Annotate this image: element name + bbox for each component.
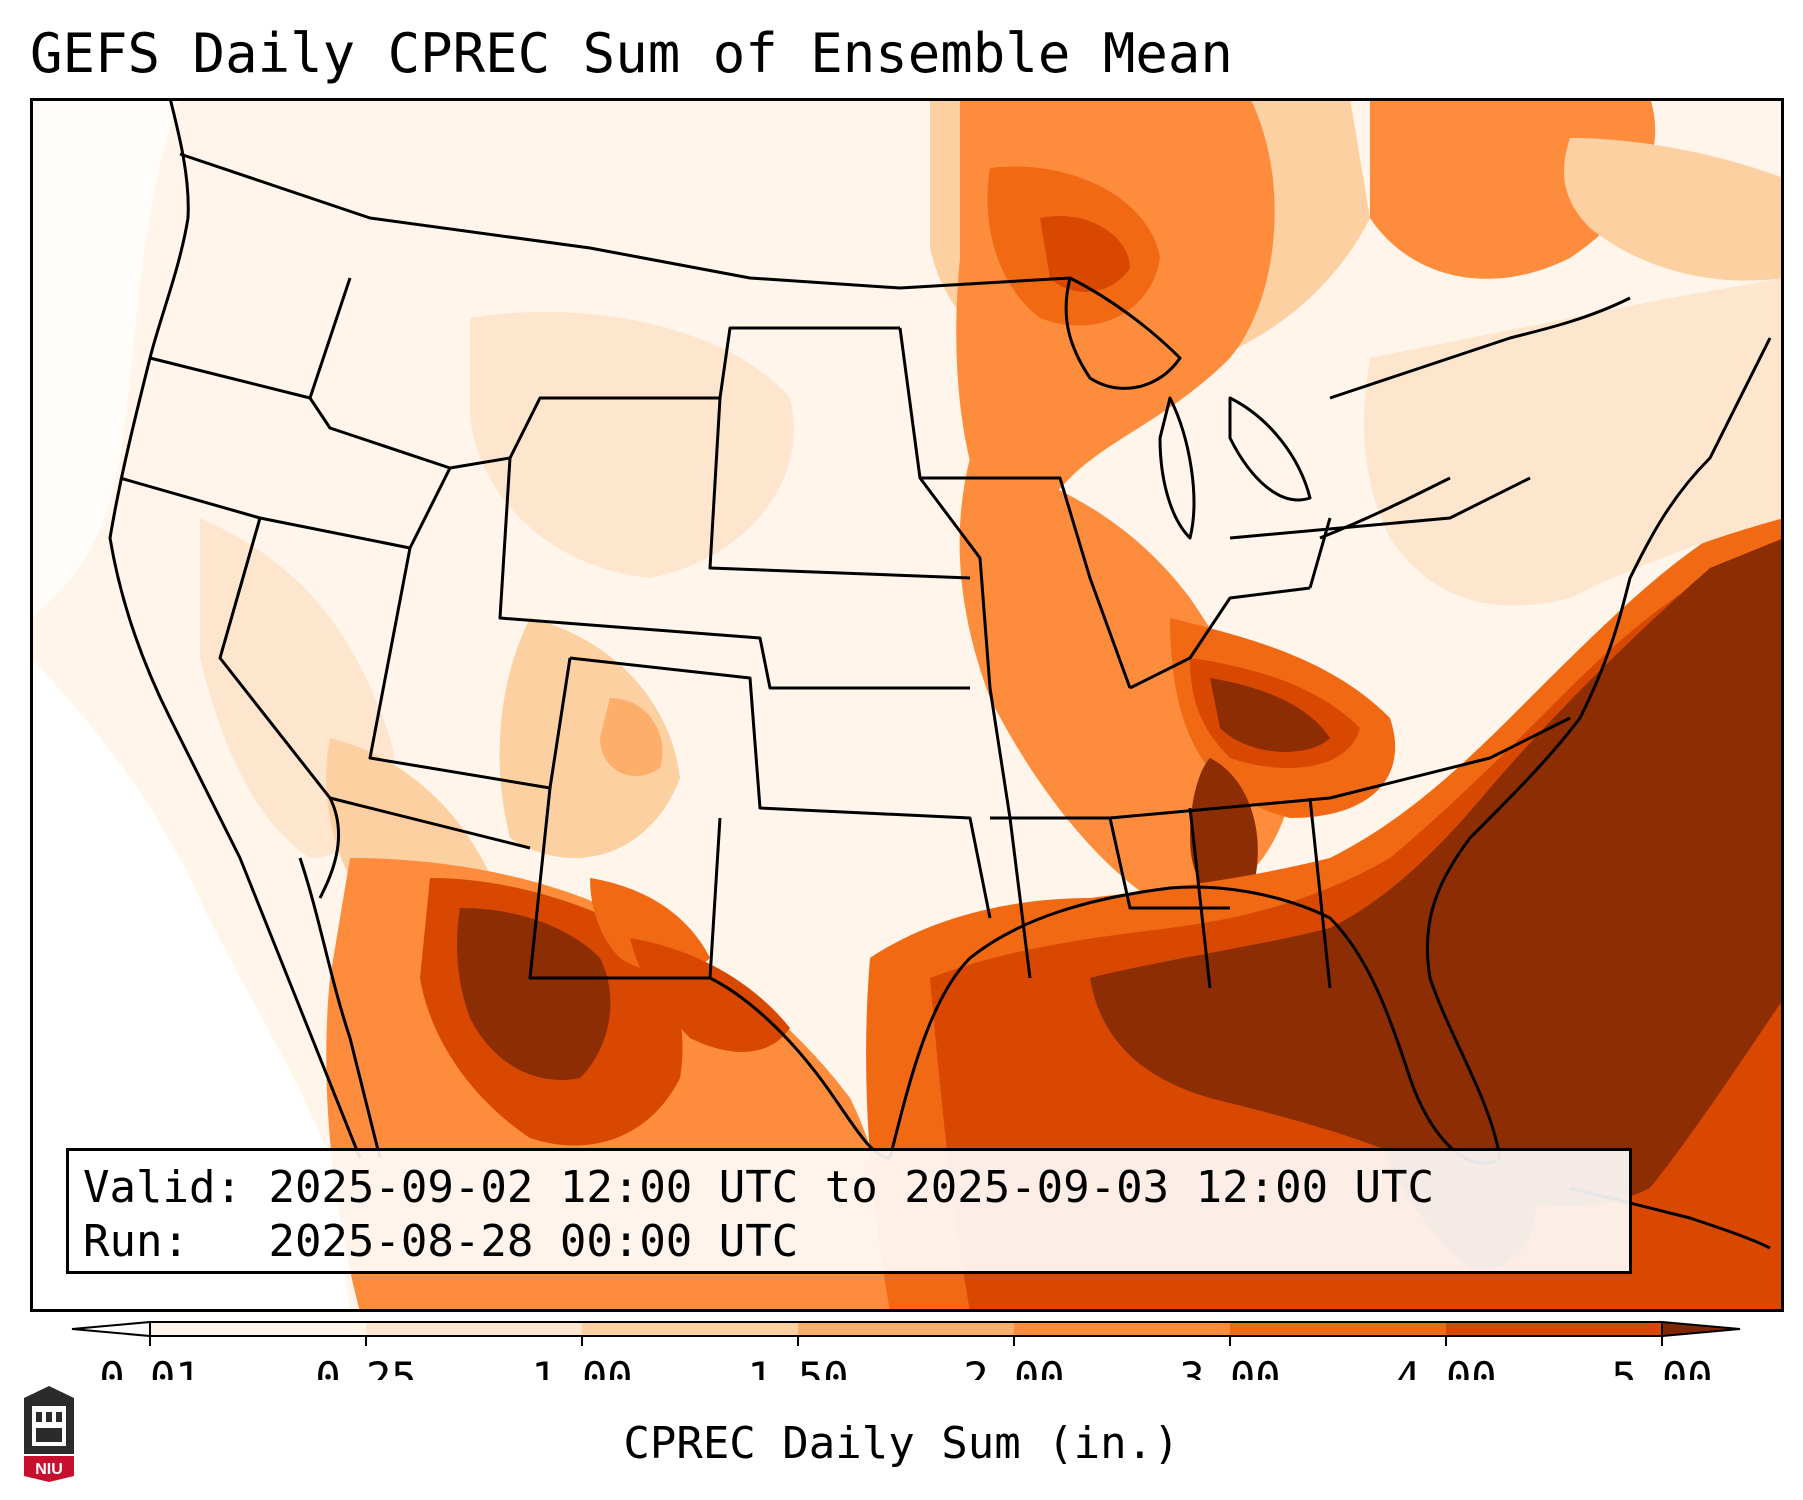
- precip-core-sierra-madre: [457, 908, 611, 1080]
- precip-low-northwest: [30, 98, 180, 618]
- pennsylvania-border: [1229, 476, 1531, 540]
- great-lakes-border: [1329, 296, 1631, 400]
- gulf-atlantic-coastline: [888, 337, 1772, 1165]
- colorbar-segment: [366, 1322, 583, 1336]
- valid-value: 2025-09-02 12:00 UTC to 2025-09-03 12:00…: [268, 1162, 1435, 1213]
- ohio-pennsylvania-border: [1308, 517, 1332, 589]
- precip-core-southeast: [1090, 538, 1784, 1207]
- montana-wyoming-border: [449, 326, 900, 470]
- precip-area-quebec: [1564, 138, 1784, 281]
- map-canvas: [30, 98, 1784, 1312]
- map-frame: [30, 98, 1784, 1312]
- logo-door: [36, 1428, 62, 1442]
- run-label: Run:: [83, 1216, 189, 1267]
- precip-area-mexico-gulf-coast: [630, 938, 790, 1052]
- precip-core-tennessee: [1210, 678, 1330, 752]
- canada-border: [179, 152, 1071, 290]
- ohio-river-border: [1129, 586, 1311, 690]
- colorbar-tick-label: 0.01: [99, 1353, 200, 1380]
- pacific-coastline: [108, 98, 362, 1159]
- utah-border: [368, 547, 572, 790]
- state-borders: [108, 98, 1772, 1250]
- colorbar-tick-label: 2.00: [963, 1353, 1064, 1380]
- colorbar-segment: [1446, 1322, 1663, 1336]
- colorbar-segment: [150, 1322, 367, 1336]
- colorbar-label: CPREC Daily Sum (in.): [623, 1418, 1180, 1469]
- precip-core-lake-superior: [1040, 216, 1130, 292]
- lake-huron-outline: [1228, 396, 1312, 502]
- precip-area-colorado: [499, 618, 680, 858]
- colorbar-frame: [149, 1321, 1663, 1337]
- baja-coastline: [298, 857, 382, 1159]
- colorbar-segment: [582, 1322, 799, 1336]
- colorbar-segment: [1230, 1322, 1447, 1336]
- niu-logo: NIU: [24, 1386, 74, 1482]
- valid-label: Valid:: [83, 1162, 242, 1213]
- logo-window-2: [46, 1412, 52, 1422]
- california-border: [119, 476, 340, 899]
- colorbar-ticks: [149, 1336, 1663, 1346]
- tennessee-carolina-border: [1109, 716, 1571, 820]
- colorbar-tick-label: 3.00: [1179, 1353, 1280, 1380]
- precip-core-alabama: [1190, 758, 1258, 905]
- colorbar-tick-label: 1.50: [747, 1353, 848, 1380]
- minnesota-missouri-border: [898, 327, 1032, 979]
- lake-michigan-outline: [1158, 396, 1196, 540]
- precip-map: [30, 98, 1784, 1312]
- colorbar-segment: [1014, 1322, 1231, 1336]
- colorbar-segment: [798, 1322, 1015, 1336]
- valid-run-info-box: Valid: 2025-09-02 12:00 UTC to 2025-09-0…: [66, 1148, 1632, 1274]
- logo-text: NIU: [35, 1461, 63, 1478]
- wyoming-colorado-border: [498, 457, 970, 690]
- colorbar-over-arrow: [1661, 1320, 1741, 1338]
- alabama-georgia-border: [1308, 797, 1332, 989]
- run-value: 2025-08-28 00:00 UTC: [268, 1216, 799, 1267]
- colorbar: 0.01 0.25 1.00 1.50 2.00 3.00 4.00 5.00: [71, 1320, 1741, 1380]
- run-line: Run: 2025-08-28 00:00 UTC: [83, 1215, 1615, 1269]
- colorbar-tick-label: 1.00: [531, 1353, 632, 1380]
- lake-erie-outline: [1319, 476, 1451, 540]
- iowa-illinois-border: [920, 476, 1132, 689]
- colorbar-tick-labels: 0.01 0.25 1.00 1.50 2.00 3.00 4.00 5.00: [99, 1353, 1712, 1380]
- colorbar-tick-label: 0.25: [315, 1353, 416, 1380]
- precip-spot-colorado: [600, 698, 663, 777]
- colorbar-tick-label: 5.00: [1611, 1353, 1712, 1380]
- mississippi-alabama-border: [1188, 807, 1212, 989]
- rio-grande-border: [709, 976, 891, 1160]
- dakotas-nebraska-border: [708, 397, 971, 580]
- new-mexico-border: [528, 787, 722, 980]
- colorbar-under-arrow: [71, 1320, 151, 1338]
- lake-superior-outline: [1064, 276, 1182, 390]
- logo-window-1: [36, 1412, 42, 1422]
- precip-area-northeast: [1364, 278, 1784, 606]
- map-title: GEFS Daily CPREC Sum of Ensemble Mean: [30, 22, 1233, 85]
- arkansas-louisiana-border: [990, 816, 1230, 910]
- valid-line: Valid: 2025-09-02 12:00 UTC to 2025-09-0…: [83, 1161, 1615, 1215]
- precip-area-west-texas: [590, 878, 710, 973]
- logo-banner: [24, 1456, 74, 1482]
- arizona-mexico-border: [329, 796, 531, 850]
- colorbar-segments: [71, 1320, 1741, 1338]
- logo-window-3: [56, 1412, 62, 1422]
- colorbar-tick-label: 4.00: [1395, 1353, 1496, 1380]
- colorado-kansas-border: [569, 656, 992, 919]
